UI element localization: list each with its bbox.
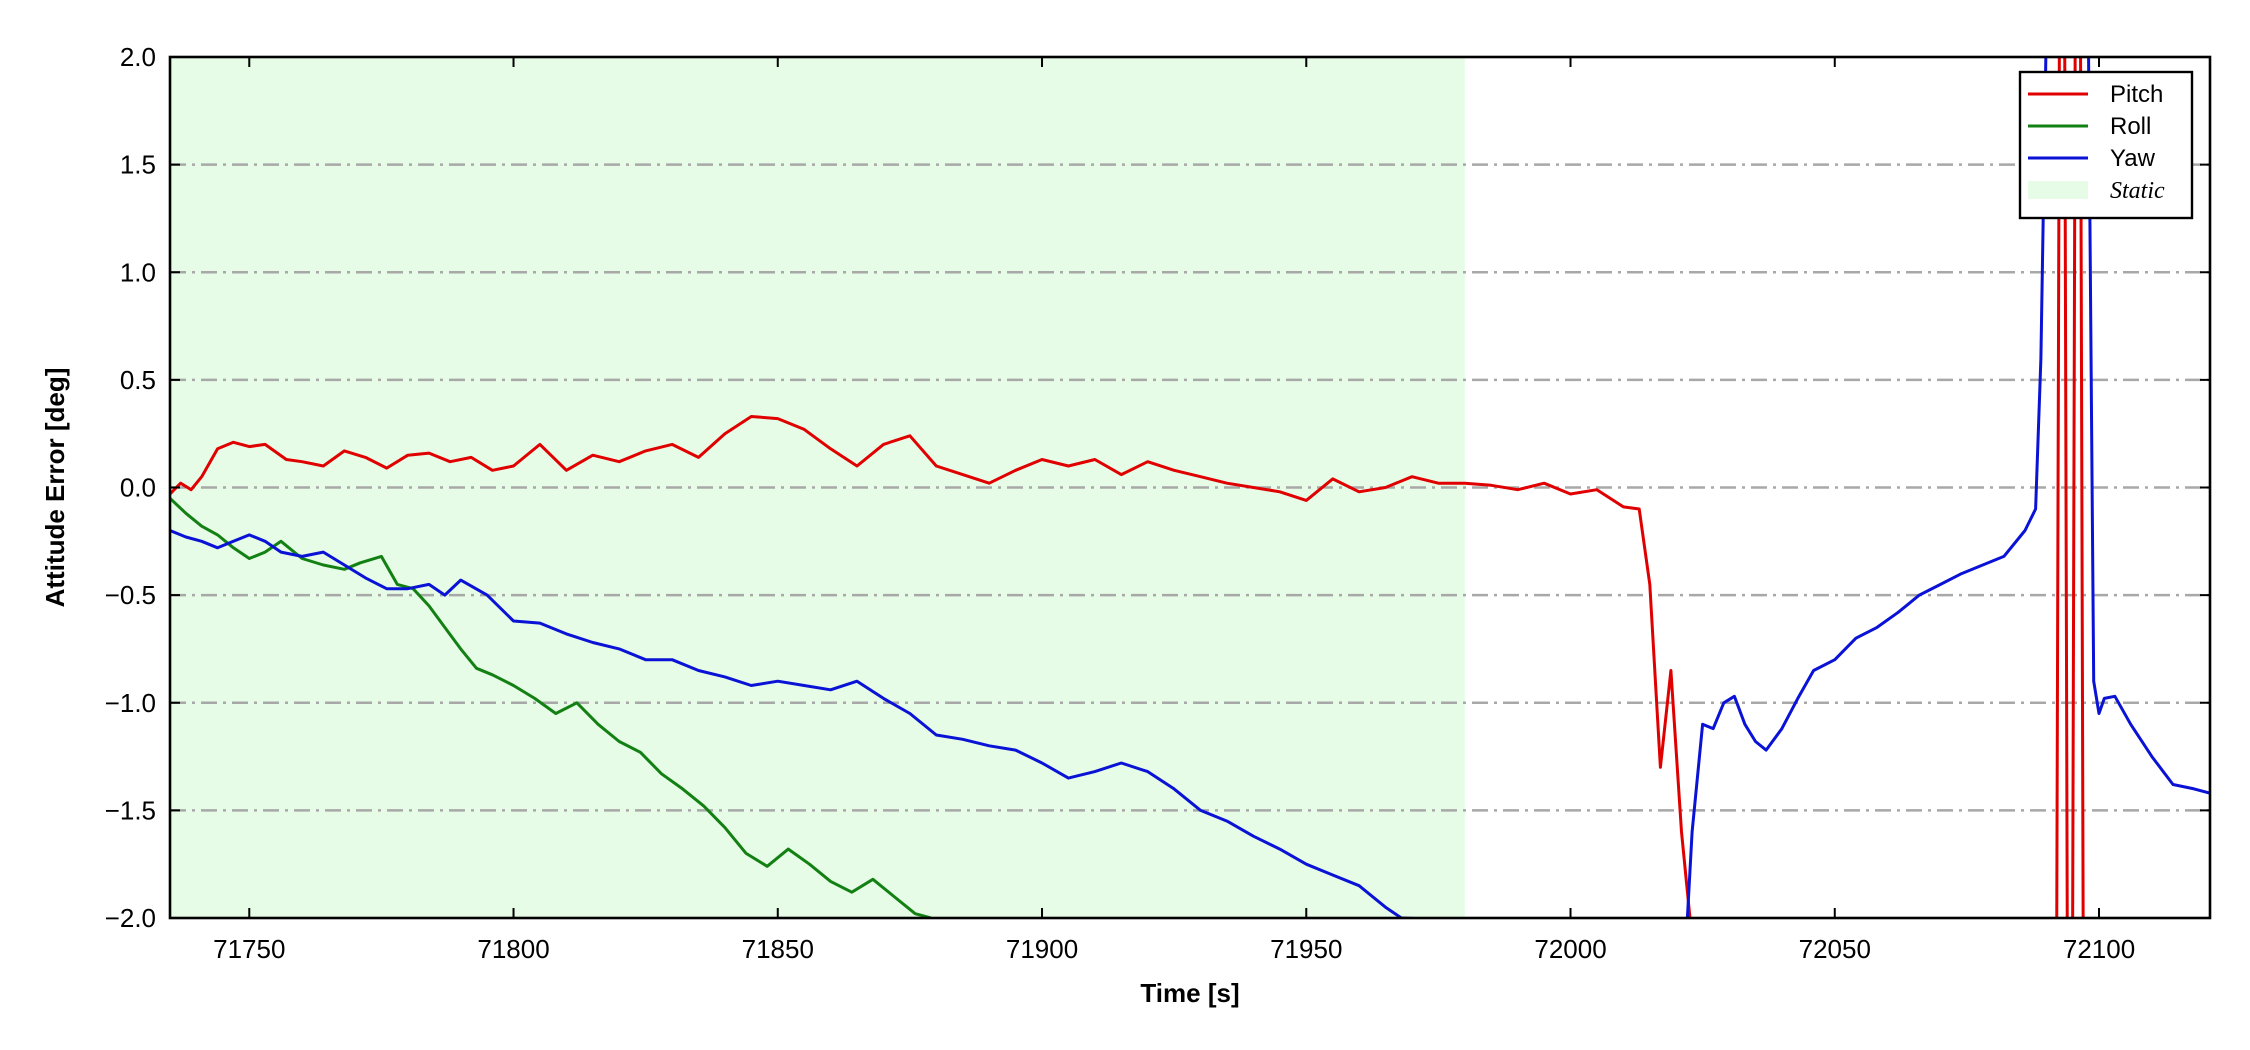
legend-label-pitch: Pitch [2110,81,2163,108]
x-tick-label: 71900 [1006,934,1078,964]
x-tick-label: 71750 [213,934,285,964]
y-tick-label: −0.5 [105,580,156,610]
y-tick-label: −2.0 [105,903,156,933]
x-tick-label: 71800 [477,934,549,964]
series-layer [170,57,2210,918]
legend-swatch-static [2028,181,2088,199]
series-line-roll [170,497,932,918]
x-tick-label: 71950 [1270,934,1342,964]
y-tick-label: 0.5 [120,365,156,395]
y-tick-label: −1.0 [105,688,156,718]
x-tick-label: 71850 [742,934,814,964]
y-tick-label: 2.0 [120,42,156,72]
x-tick-label: 72050 [1799,934,1871,964]
y-tick-label: 1.0 [120,257,156,287]
axes: 71750 71800 71850 71900 71950 72000 72050 72100… [40,42,2212,1008]
x-axis-label: Time [s] [1140,978,1239,1008]
x-tick-label: 72100 [2063,934,2135,964]
legend-label-yaw: Yaw [2110,145,2156,172]
series-line-pitch [170,57,2085,918]
legend: Pitch Roll Yaw Static [2018,70,2194,220]
series-line-yaw [170,57,2210,918]
legend-label-roll: Roll [2110,113,2151,140]
x-tick-label: 72000 [1534,934,1606,964]
y-tick-label: 1.5 [120,150,156,180]
y-tick-label: 0.0 [120,473,156,503]
y-tick-label: −1.5 [105,795,156,825]
legend-label-static: Static [2110,178,2165,204]
y-axis-label: Attitude Error [deg] [40,368,70,608]
